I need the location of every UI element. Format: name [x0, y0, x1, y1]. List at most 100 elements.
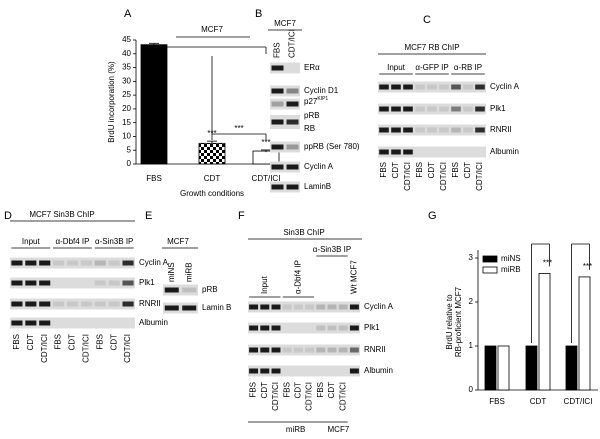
superscript: KIP1	[317, 96, 328, 102]
x-tick-label: FBS	[489, 397, 505, 406]
band	[182, 287, 197, 293]
blot-strip	[270, 115, 300, 129]
blot-strip	[378, 103, 486, 115]
row-label: p27KIP1	[304, 96, 328, 106]
legend-label: miRB	[501, 265, 521, 274]
band	[451, 106, 461, 112]
band	[391, 127, 401, 133]
band	[94, 260, 106, 266]
blot-title: MCF7 Sin3B ChIP	[29, 210, 94, 219]
group-label: Wt MCF7	[350, 260, 359, 294]
row-label: Cyclin A	[304, 162, 334, 171]
band	[327, 304, 337, 310]
blot-strip	[270, 181, 300, 193]
blot-title: MCF7	[167, 237, 189, 246]
bar	[525, 345, 538, 391]
row-label: Plk1	[364, 323, 380, 332]
row-label: Plk1	[490, 104, 506, 113]
band	[271, 184, 284, 190]
blot-title: MCF7 RB ChIP	[404, 43, 459, 52]
y-tick-label: 40	[122, 49, 131, 58]
band	[475, 84, 485, 90]
band	[164, 287, 179, 293]
band	[305, 304, 315, 310]
lane-label: CDT	[463, 162, 472, 179]
lane-label: CDT/ICI	[288, 29, 297, 58]
band	[391, 84, 401, 90]
band	[271, 164, 284, 170]
bar	[578, 276, 591, 391]
lane-label: FBS	[54, 334, 63, 350]
y-tick-label: 25	[122, 90, 131, 99]
band	[249, 368, 259, 374]
annotation: ***	[583, 262, 592, 271]
band	[249, 325, 259, 331]
lane-label: CDT/ICI	[81, 334, 90, 363]
panel-letter: G	[428, 210, 437, 222]
bar	[140, 44, 168, 165]
y-tick-label: 2	[469, 297, 474, 306]
row-label: RNRII	[364, 345, 386, 354]
y-tick-label: 30	[122, 76, 131, 85]
y-tick-label: 45	[122, 35, 131, 44]
band	[271, 88, 284, 94]
y-tick-label: 0	[469, 385, 474, 394]
lane-label: CDT/ICI	[475, 162, 484, 191]
row-label: RNRII	[139, 299, 161, 308]
band	[475, 127, 485, 133]
lane-label: CDT/ICI	[403, 162, 412, 191]
row-label: pRB	[202, 285, 218, 294]
lane-label: CDT	[427, 162, 436, 179]
blot-strip	[248, 344, 360, 356]
group-label: α-Sin3B IP	[313, 245, 351, 254]
panel-letter: B	[255, 8, 262, 20]
band	[415, 127, 425, 133]
row-label: pRB	[304, 111, 320, 120]
band	[403, 127, 413, 133]
row-label: Albumin	[139, 318, 168, 327]
band	[271, 65, 284, 71]
group-label: α-Sin3B IP	[95, 237, 133, 246]
x-tick-label: CDT	[530, 397, 547, 406]
y-tick-label: 0	[127, 159, 132, 168]
blot-strip	[270, 62, 300, 74]
band	[271, 101, 284, 107]
blot-strip	[10, 277, 135, 289]
band	[66, 260, 79, 266]
band	[271, 304, 281, 310]
blot-strip	[270, 85, 300, 97]
band	[11, 320, 23, 326]
lane-label: FBS	[12, 334, 21, 350]
row-label: Lamin B	[202, 303, 231, 312]
error-bar	[207, 140, 217, 146]
band	[39, 301, 51, 307]
blot-strip	[378, 124, 486, 136]
y-tick-label: 3	[469, 253, 474, 262]
lane-label: CDT/ICI	[271, 382, 280, 411]
band	[391, 149, 401, 155]
band	[316, 325, 326, 331]
band	[39, 260, 51, 266]
row-label: Cyclin A	[490, 82, 520, 91]
band	[282, 347, 292, 353]
blot-strip	[378, 146, 486, 158]
panel-letter: C	[423, 14, 431, 26]
band	[286, 101, 299, 107]
y-tick-label: 10	[122, 132, 131, 141]
band	[271, 347, 281, 353]
lane-label: CDT/ICI	[123, 334, 132, 363]
band	[39, 280, 51, 286]
blot-title: MCF7	[274, 19, 296, 28]
row-label: LaminB	[304, 182, 331, 191]
legend-label: miNS	[501, 254, 521, 263]
band	[122, 301, 134, 307]
lane-label: CDT	[68, 334, 77, 351]
band	[286, 88, 299, 94]
annotation: ***	[543, 259, 552, 268]
group-label: α-Dbf4 IP	[56, 237, 90, 246]
bar	[565, 345, 578, 391]
band	[403, 84, 413, 90]
lane-label: miRB	[184, 262, 193, 282]
band	[349, 325, 359, 331]
